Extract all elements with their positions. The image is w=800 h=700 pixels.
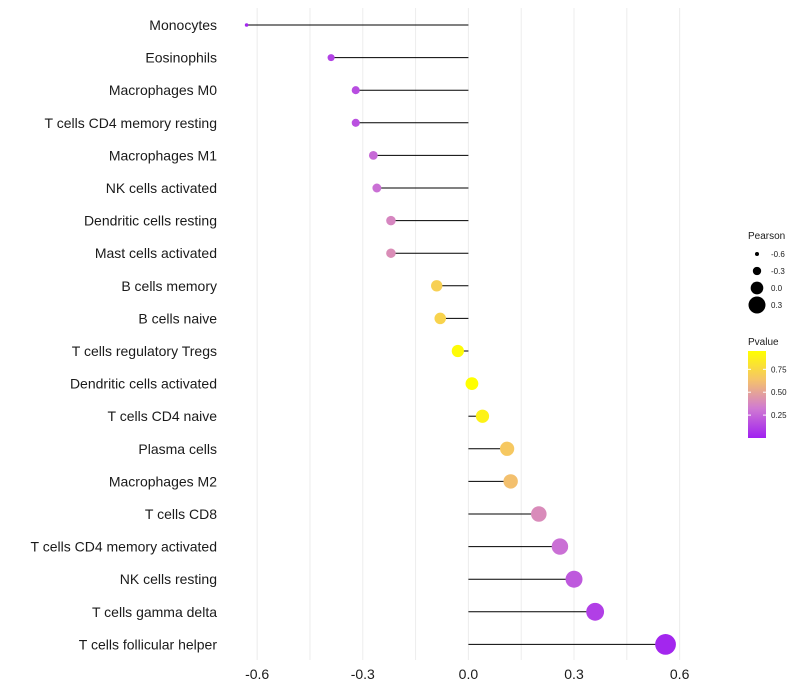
y-axis-label: Macrophages M2: [109, 473, 217, 489]
data-point: [465, 377, 479, 391]
data-point: [431, 280, 443, 292]
data-point: [503, 474, 518, 489]
x-tick-label: 0.6: [670, 666, 690, 682]
y-axis-labels: Monocytes Eosinophils Macrophages M0 T cell…: [31, 17, 218, 652]
y-axis-label: T cells follicular helper: [79, 636, 218, 652]
data-point: [475, 409, 490, 423]
data-point: [655, 634, 676, 655]
legend-color-label: 0.50: [771, 388, 787, 397]
stems: [246, 24, 666, 645]
data-point: [372, 183, 382, 193]
legend-size-label: -0.3: [771, 267, 785, 276]
y-axis-label: T cells CD4 memory activated: [31, 539, 217, 555]
data-point: [565, 570, 583, 588]
x-tick-label: -0.6: [245, 666, 269, 682]
data-point: [386, 215, 396, 226]
legend-pearson: Pearson -0.6 -0.3 0.0 0.3: [748, 231, 785, 314]
y-axis-label: Plasma cells: [138, 441, 217, 457]
legend-size-dot: [750, 281, 764, 295]
x-axis-ticks: -0.6 -0.3 0.0 0.3 0.6: [245, 666, 689, 682]
legend-size-label: 0.0: [771, 284, 783, 293]
legend-pvalue-title: Pvalue: [748, 337, 779, 348]
data-point: [434, 312, 446, 325]
legend-size-dot: [754, 251, 760, 257]
legend-color-label: 0.25: [771, 411, 787, 420]
pvalue-colorbar: [748, 351, 766, 438]
y-axis-label: Dendritic cells activated: [70, 376, 217, 392]
y-axis-label: T cells CD4 memory resting: [45, 115, 217, 131]
legend-pearson-title: Pearson: [748, 231, 785, 242]
data-point: [351, 118, 360, 127]
y-axis-label: NK cells activated: [106, 180, 217, 196]
gridlines: [256, 8, 681, 660]
data-point: [451, 344, 464, 358]
y-axis-label: Dendritic cells resting: [84, 213, 217, 229]
y-axis-label: T cells CD8: [145, 506, 217, 522]
legend-size-dot: [748, 296, 766, 314]
y-axis-label: B cells memory: [121, 278, 217, 294]
x-tick-label: 0.3: [564, 666, 584, 682]
y-axis-label: Macrophages M1: [109, 147, 217, 163]
y-axis-label: B cells naive: [138, 310, 217, 326]
y-axis-label: T cells regulatory Tregs: [72, 343, 217, 359]
data-point: [244, 23, 249, 27]
y-axis-label: Monocytes: [149, 17, 217, 33]
x-tick-label: 0.0: [459, 666, 479, 682]
y-axis-label: Macrophages M0: [109, 82, 217, 98]
data-point: [586, 602, 605, 621]
x-tick-label: -0.3: [351, 666, 375, 682]
legend-color-label: 0.75: [771, 365, 787, 374]
data-point: [551, 538, 569, 555]
points: [244, 23, 676, 655]
data-point: [386, 248, 396, 258]
legend-size-label: -0.6: [771, 250, 785, 259]
data-point: [531, 506, 547, 522]
data-point: [368, 151, 378, 160]
legend-pvalue: Pvalue 0.75 0.50 0.25: [748, 337, 787, 438]
data-point: [499, 441, 515, 456]
legend-size-label: 0.3: [771, 301, 783, 310]
y-axis-label: Mast cells activated: [95, 245, 217, 261]
y-axis-label: NK cells resting: [120, 571, 217, 587]
data-point: [351, 86, 360, 95]
data-point: [327, 54, 335, 62]
y-axis-label: Eosinophils: [145, 50, 217, 66]
y-axis-label: T cells gamma delta: [92, 604, 217, 620]
legend-size-dot: [752, 266, 762, 276]
y-axis-label: T cells CD4 naive: [108, 408, 218, 424]
